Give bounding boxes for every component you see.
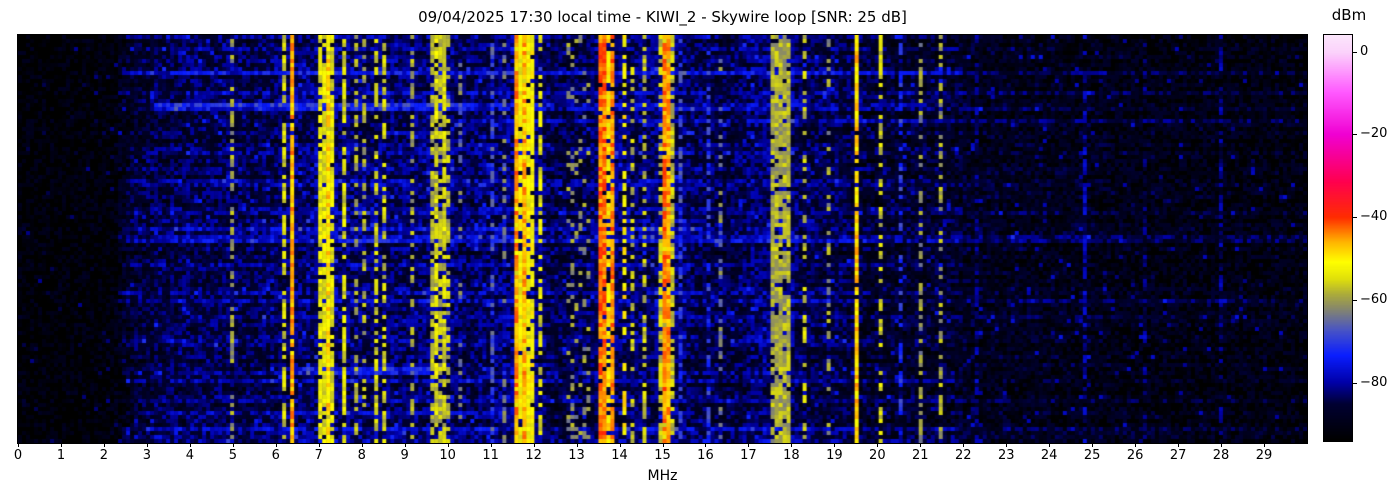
x-tick-mark xyxy=(361,443,363,447)
x-tick-label: 5 xyxy=(228,448,237,463)
x-tick-mark xyxy=(834,443,836,447)
colorbar-tick-mark xyxy=(1353,51,1357,53)
x-tick-label: 21 xyxy=(912,448,929,463)
x-tick-mark xyxy=(963,443,965,447)
x-tick-label: 4 xyxy=(185,448,194,463)
x-axis-label: MHz xyxy=(647,468,678,484)
colorbar-tick-mark xyxy=(1353,217,1357,219)
x-tick-mark xyxy=(447,443,449,447)
x-tick-label: 8 xyxy=(357,448,366,463)
x-tick-label: 26 xyxy=(1126,448,1144,463)
x-tick-mark xyxy=(318,443,320,447)
x-tick-label: 3 xyxy=(142,448,152,463)
colorbar-tick-label: 0 xyxy=(1360,43,1369,59)
colorbar-tick-mark xyxy=(1353,300,1357,302)
x-tick-mark xyxy=(1006,443,1008,447)
x-tick-label: 7 xyxy=(314,448,323,463)
x-tick-mark xyxy=(576,443,578,447)
spectrogram-canvas xyxy=(18,35,1307,443)
x-tick-label: 22 xyxy=(954,448,972,463)
x-tick-mark xyxy=(791,443,793,447)
x-tick-label: 12 xyxy=(525,448,542,463)
x-tick-label: 0 xyxy=(13,448,23,463)
colorbar-tick-label: −40 xyxy=(1360,209,1388,225)
x-tick-label: 24 xyxy=(1040,448,1058,463)
colorbar-tick-label: −60 xyxy=(1360,292,1388,308)
x-tick-mark xyxy=(1264,443,1266,447)
colorbar xyxy=(1323,34,1353,442)
x-tick-label: 2 xyxy=(99,448,109,463)
x-tick-label: 23 xyxy=(997,448,1015,463)
x-tick-mark xyxy=(232,443,234,447)
x-tick-mark xyxy=(662,443,664,447)
x-tick-mark xyxy=(1135,443,1137,447)
x-tick-mark xyxy=(1049,443,1051,447)
x-tick-label: 11 xyxy=(482,448,499,463)
x-tick-mark xyxy=(146,443,148,447)
x-tick-label: 19 xyxy=(826,448,843,463)
x-tick-label: 29 xyxy=(1255,448,1273,463)
x-tick-mark xyxy=(189,443,191,447)
x-tick-mark xyxy=(533,443,535,447)
waterfall-plot-area xyxy=(17,34,1308,444)
x-tick-label: 6 xyxy=(271,448,280,463)
x-tick-mark xyxy=(490,443,492,447)
x-tick-label: 9 xyxy=(400,448,409,463)
x-tick-mark xyxy=(404,443,406,447)
colorbar-canvas xyxy=(1324,35,1352,441)
x-tick-mark xyxy=(103,443,105,447)
x-tick-label: 15 xyxy=(654,448,671,463)
x-tick-mark xyxy=(619,443,621,447)
x-tick-mark xyxy=(60,443,62,447)
plot-title: 09/04/2025 17:30 local time - KIWI_2 - S… xyxy=(418,8,907,26)
x-tick-label: 18 xyxy=(783,448,800,463)
x-tick-label: 1 xyxy=(56,448,66,463)
x-tick-label: 16 xyxy=(697,448,714,463)
x-tick-mark xyxy=(877,443,879,447)
colorbar-tick-mark xyxy=(1353,383,1357,384)
x-tick-label: 13 xyxy=(568,448,585,463)
x-tick-mark xyxy=(1221,443,1223,447)
x-tick-mark xyxy=(1092,443,1094,447)
x-tick-mark xyxy=(920,443,922,447)
x-tick-mark xyxy=(748,443,750,447)
colorbar-tick-mark xyxy=(1353,134,1357,136)
x-tick-label: 10 xyxy=(439,448,456,463)
x-tick-mark xyxy=(275,443,277,447)
x-tick-mark xyxy=(18,443,19,447)
x-tick-label: 14 xyxy=(611,448,628,463)
x-tick-mark xyxy=(1178,443,1180,447)
x-tick-label: 17 xyxy=(740,448,757,463)
x-tick-label: 27 xyxy=(1169,448,1187,463)
x-tick-label: 28 xyxy=(1212,448,1230,463)
colorbar-tick-label: −80 xyxy=(1360,375,1388,390)
colorbar-tick-label: −20 xyxy=(1360,126,1388,142)
x-tick-mark xyxy=(705,443,707,447)
colorbar-label: dBm xyxy=(1331,6,1367,24)
x-tick-label: 20 xyxy=(869,448,886,463)
x-tick-label: 25 xyxy=(1083,448,1101,463)
